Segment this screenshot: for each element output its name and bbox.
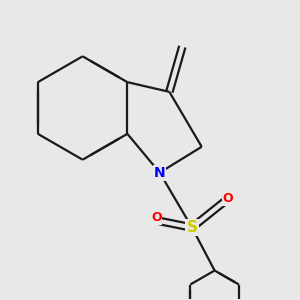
Text: S: S: [187, 220, 197, 235]
Text: O: O: [151, 211, 162, 224]
Text: N: N: [154, 166, 166, 180]
Text: O: O: [222, 192, 233, 205]
